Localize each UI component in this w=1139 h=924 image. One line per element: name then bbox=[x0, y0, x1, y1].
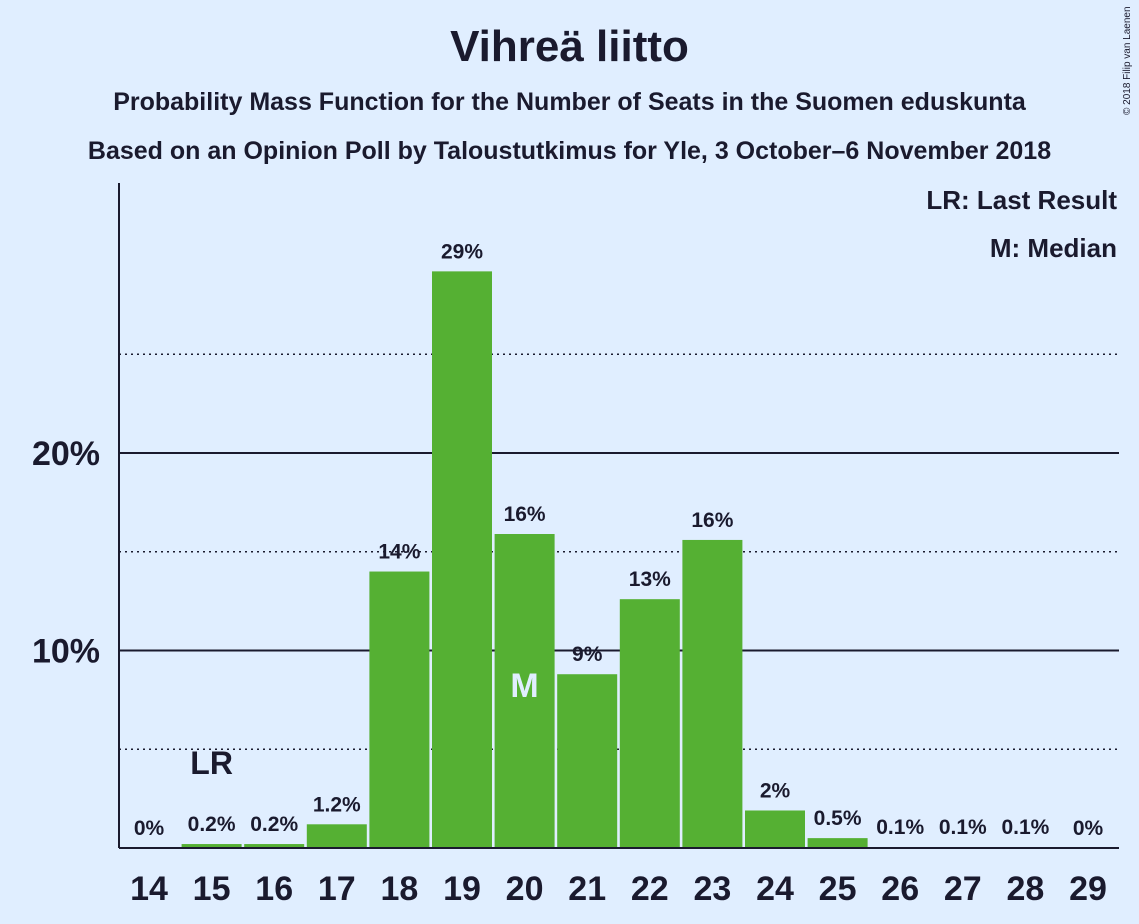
legend-entry-background bbox=[983, 231, 1119, 265]
data-label: 14% bbox=[378, 541, 420, 564]
bar bbox=[181, 844, 242, 848]
data-label: 13% bbox=[629, 568, 671, 591]
x-tick-label: 25 bbox=[819, 870, 857, 908]
bar bbox=[682, 539, 743, 848]
bar bbox=[557, 674, 618, 848]
x-tick-label: 20 bbox=[506, 870, 544, 908]
data-label: 16% bbox=[691, 509, 733, 532]
x-tick-label: 29 bbox=[1069, 870, 1107, 908]
x-tick-label: 18 bbox=[380, 870, 418, 908]
y-tick-label: 20% bbox=[32, 435, 100, 473]
data-label: 9% bbox=[572, 643, 603, 666]
bar bbox=[369, 571, 430, 848]
data-labels: 0% 0.2% LR 0.2% 1.2% 14% 29% 16% M 9% 13% 16% 2% 0.5%… bbox=[134, 240, 1104, 840]
x-tick-label: 28 bbox=[1006, 870, 1044, 908]
legend-entry-background bbox=[920, 183, 1120, 217]
bar bbox=[432, 271, 492, 848]
y-tick-label: 10% bbox=[32, 633, 100, 671]
data-label: 2% bbox=[760, 779, 791, 802]
x-tick-label: 27 bbox=[944, 870, 982, 908]
data-label: 1.2% bbox=[313, 793, 361, 816]
x-tick-label: 26 bbox=[881, 870, 919, 908]
bars bbox=[181, 271, 1056, 848]
data-label: 0.1% bbox=[1001, 816, 1049, 839]
x-tick-label: 14 bbox=[130, 870, 168, 908]
chart-subtitle: Probability Mass Function for the Number… bbox=[113, 88, 1026, 116]
data-label: 0.1% bbox=[939, 816, 987, 839]
legend-entry: M: Median bbox=[990, 233, 1117, 263]
data-label: 0% bbox=[1073, 817, 1104, 840]
bar bbox=[244, 844, 305, 848]
gridlines bbox=[119, 353, 1119, 751]
bar bbox=[619, 599, 680, 848]
legend-entry: LR: Last Result bbox=[926, 185, 1117, 215]
bar bbox=[745, 810, 805, 848]
x-tick-label: 24 bbox=[756, 870, 794, 908]
data-label: 0.5% bbox=[814, 807, 862, 830]
legend: LR: Last Result M: Median bbox=[920, 183, 1120, 265]
bar bbox=[494, 534, 555, 848]
data-label: 16% bbox=[504, 503, 546, 526]
axes: 10% 20% 14 15 16 17 18 19 20 21 22 23 24 25 26 27 28 29 bbox=[32, 183, 1119, 908]
data-label: 0.2% bbox=[250, 813, 298, 836]
data-label: 29% bbox=[441, 240, 483, 263]
data-label: 0% bbox=[134, 817, 165, 840]
last-result-marker: LR bbox=[190, 745, 233, 781]
x-tick-label: 16 bbox=[255, 870, 293, 908]
x-tick-label: 23 bbox=[693, 870, 731, 908]
bar bbox=[306, 824, 367, 848]
data-label: 0.2% bbox=[188, 813, 236, 836]
bar bbox=[807, 838, 868, 848]
x-tick-label: 21 bbox=[568, 870, 606, 908]
median-marker: M bbox=[510, 667, 538, 705]
chart-source-subtitle: Based on an Opinion Poll by Taloustutkim… bbox=[87, 137, 1052, 165]
x-tick-label: 17 bbox=[318, 870, 356, 908]
x-tick-label: 19 bbox=[443, 870, 481, 908]
x-tick-label: 15 bbox=[193, 870, 231, 908]
chart-title: Vihreä liitto bbox=[450, 22, 689, 71]
data-label: 0.1% bbox=[876, 816, 924, 839]
x-tick-label: 22 bbox=[631, 870, 669, 908]
